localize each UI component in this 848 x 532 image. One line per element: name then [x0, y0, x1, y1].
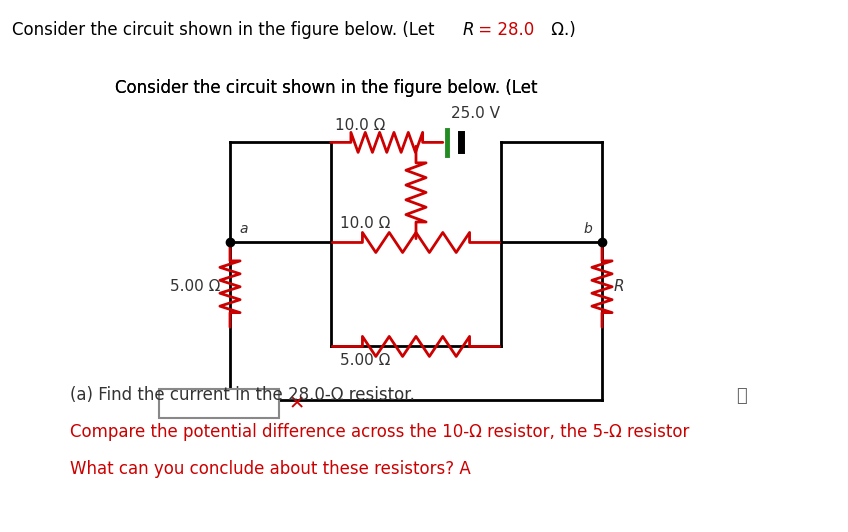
Text: b: b	[584, 222, 593, 236]
Text: = 28.0: = 28.0	[473, 21, 534, 39]
Text: Consider the circuit shown in the figure below. (Let: Consider the circuit shown in the figure…	[115, 79, 543, 97]
Text: R: R	[462, 21, 474, 39]
Text: 5.00 Ω: 5.00 Ω	[170, 279, 220, 294]
Text: R: R	[614, 279, 624, 294]
Text: 10.0 Ω: 10.0 Ω	[335, 118, 385, 133]
Text: 25.0 V: 25.0 V	[450, 106, 499, 121]
Text: 10.0 Ω: 10.0 Ω	[340, 216, 390, 231]
Text: What can you conclude about these resistors? A: What can you conclude about these resist…	[70, 460, 471, 478]
Text: Compare the potential difference across the 10-Ω resistor, the 5-Ω resistor: Compare the potential difference across …	[70, 423, 689, 441]
Text: Consider the circuit shown in the figure below. (Let: Consider the circuit shown in the figure…	[115, 79, 543, 97]
Text: 5.00 Ω: 5.00 Ω	[340, 353, 390, 368]
Text: (a) Find the current in the 28.0-Ω resistor.: (a) Find the current in the 28.0-Ω resis…	[70, 386, 415, 404]
FancyBboxPatch shape	[159, 389, 279, 418]
Text: Consider the circuit shown in the figure below. (Let: Consider the circuit shown in the figure…	[12, 21, 439, 39]
Text: ✕: ✕	[288, 394, 304, 413]
Text: ⓘ: ⓘ	[736, 387, 747, 405]
Text: a: a	[239, 222, 248, 236]
Text: Ω.): Ω.)	[546, 21, 576, 39]
